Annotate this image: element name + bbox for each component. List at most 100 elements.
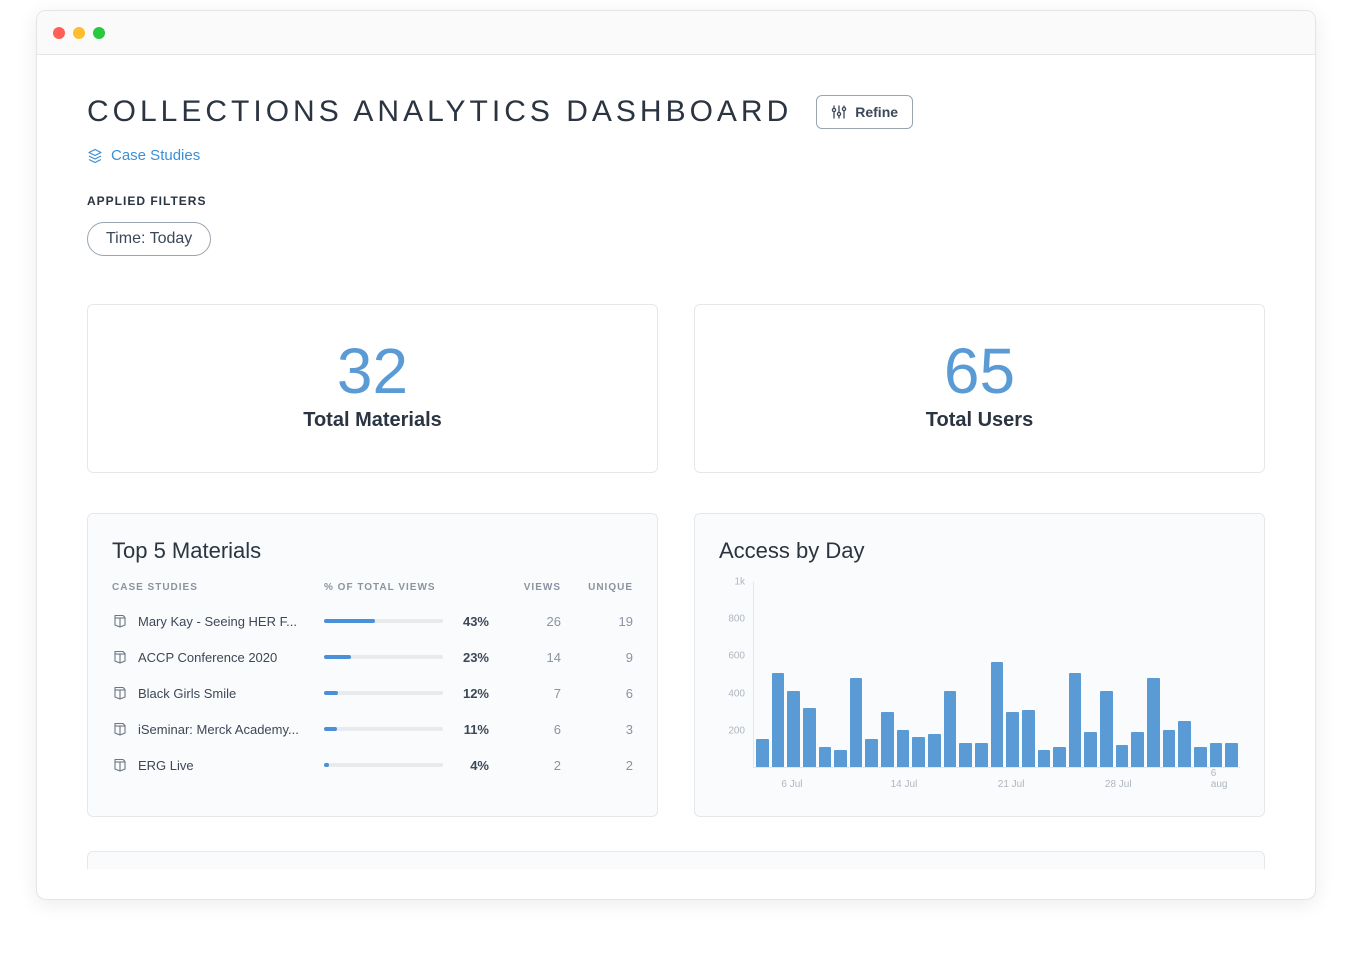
panel-row: Top 5 Materials CASE STUDIES % OF TOTAL …: [87, 513, 1265, 817]
kpi-label: Total Materials: [108, 409, 637, 432]
pct-bar: 4%: [324, 758, 489, 773]
kpi-row: 32 Total Materials 65 Total Users: [87, 304, 1265, 473]
access-by-day-panel: Access by Day 1k800600400200 6 Jul14 Jul…: [694, 513, 1265, 817]
materials-rows: Mary Kay - Seeing HER F...43%2619ACCP Co…: [112, 603, 633, 783]
col-pct: % OF TOTAL VIEWS: [324, 582, 489, 593]
pct-label: 43%: [453, 614, 489, 629]
pct-label: 23%: [453, 650, 489, 665]
chart-bar: [1038, 750, 1051, 767]
chart-bar: [944, 691, 957, 767]
document-icon: [112, 613, 128, 629]
chart-bar: [1147, 678, 1160, 767]
material-name: Black Girls Smile: [112, 685, 312, 701]
next-panel-peek: [87, 851, 1265, 869]
chart-bar: [959, 743, 972, 767]
chart-bar: [975, 743, 988, 767]
x-tick: 6 aug: [1211, 768, 1230, 790]
pct-bar: 11%: [324, 722, 489, 737]
chart-bar: [1178, 721, 1191, 767]
chart-bar: [928, 734, 941, 767]
table-row[interactable]: ERG Live4%22: [112, 747, 633, 783]
kpi-value: 65: [715, 339, 1244, 403]
x-tick: 6 Jul: [781, 779, 802, 790]
table-row[interactable]: Mary Kay - Seeing HER F... 43% 26 19: [112, 603, 633, 639]
materials-header: CASE STUDIES % OF TOTAL VIEWS VIEWS UNIQ…: [112, 582, 633, 603]
window-titlebar: [37, 11, 1315, 55]
refine-button-label: Refine: [855, 104, 898, 120]
chart-bar: [1210, 743, 1223, 767]
pct-bar: 43%: [324, 614, 489, 629]
chart-bar: [881, 712, 894, 768]
chart-bar: [850, 678, 863, 767]
unique-value: 19: [573, 614, 633, 629]
material-name: iSeminar: Merck Academy...: [112, 721, 312, 737]
chart-bar: [1053, 747, 1066, 767]
kpi-value: 32: [108, 339, 637, 403]
chart-bar: [834, 750, 847, 767]
breadcrumb[interactable]: Case Studies: [87, 147, 1265, 164]
material-name: Mary Kay - Seeing HER F...: [112, 613, 312, 629]
y-tick: 200: [728, 725, 745, 736]
page-content: COLLECTIONS ANALYTICS DASHBOARD Refine C…: [37, 55, 1315, 899]
chart-plot: [753, 582, 1240, 768]
table-row[interactable]: iSeminar: Merck Academy...11%63: [112, 711, 633, 747]
chart-bar: [1084, 732, 1097, 767]
header-row: COLLECTIONS ANALYTICS DASHBOARD Refine: [87, 95, 1265, 129]
x-tick: 28 Jul: [1105, 779, 1132, 790]
chart-bar: [991, 662, 1004, 767]
chart-bar: [819, 747, 832, 767]
applied-filters-label: APPLIED FILTERS: [87, 194, 1265, 208]
chart-bar: [897, 730, 910, 767]
pct-bar: 12%: [324, 686, 489, 701]
breadcrumb-label: Case Studies: [111, 147, 200, 164]
chart-bar: [1225, 743, 1238, 767]
chart-bar: [912, 737, 925, 767]
y-tick: 800: [728, 614, 745, 625]
unique-value: 9: [573, 650, 633, 665]
pct-label: 4%: [453, 758, 489, 773]
kpi-label: Total Users: [715, 409, 1244, 432]
y-tick: 400: [728, 688, 745, 699]
table-row[interactable]: Black Girls Smile 12% 76: [112, 675, 633, 711]
document-icon: [112, 649, 128, 665]
chart-bar: [1131, 732, 1144, 767]
unique-value: 3: [573, 722, 633, 737]
filter-chip-time[interactable]: Time: Today: [87, 222, 211, 256]
views-value: 26: [501, 614, 561, 629]
kpi-total-materials: 32 Total Materials: [87, 304, 658, 473]
document-icon: [112, 757, 128, 773]
kpi-total-users: 65 Total Users: [694, 304, 1265, 473]
window-minimize-dot[interactable]: [73, 27, 85, 39]
refine-button[interactable]: Refine: [816, 95, 913, 129]
x-axis: 6 Jul14 Jul21 Jul28 Jul6 aug: [753, 772, 1240, 792]
pct-label: 11%: [453, 722, 489, 737]
chart-bar: [1022, 710, 1035, 767]
browser-window: COLLECTIONS ANALYTICS DASHBOARD Refine C…: [36, 10, 1316, 900]
window-close-dot[interactable]: [53, 27, 65, 39]
y-axis: 1k800600400200: [719, 582, 749, 768]
col-name: CASE STUDIES: [112, 582, 312, 593]
chart-bar: [803, 708, 816, 767]
chart-bar: [756, 739, 769, 767]
document-icon: [112, 721, 128, 737]
panel-title: Access by Day: [719, 538, 1240, 564]
y-tick: 600: [728, 651, 745, 662]
window-maximize-dot[interactable]: [93, 27, 105, 39]
x-tick: 14 Jul: [891, 779, 918, 790]
chart-bar: [1100, 691, 1113, 767]
table-row[interactable]: ACCP Conference 202023%149: [112, 639, 633, 675]
panel-title: Top 5 Materials: [112, 538, 633, 564]
page-title: COLLECTIONS ANALYTICS DASHBOARD: [87, 95, 792, 129]
pct-label: 12%: [453, 686, 489, 701]
chart-bar: [1069, 673, 1082, 767]
unique-value: 6: [573, 686, 633, 701]
layers-icon: [87, 148, 103, 164]
unique-value: 2: [573, 758, 633, 773]
chart-area: 1k800600400200 6 Jul14 Jul21 Jul28 Jul6 …: [719, 582, 1240, 792]
views-value: 7: [501, 686, 561, 701]
col-views: VIEWS: [501, 582, 561, 593]
x-tick: 21 Jul: [998, 779, 1025, 790]
chart-bar: [772, 673, 785, 767]
sliders-icon: [831, 104, 847, 120]
document-icon: [112, 685, 128, 701]
